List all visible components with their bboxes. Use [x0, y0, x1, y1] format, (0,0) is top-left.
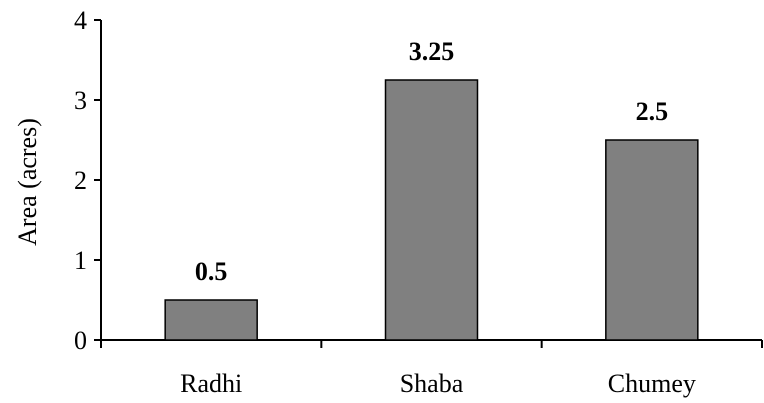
data-labels: 0.5 3.25 2.5	[195, 37, 668, 286]
y-tick-label: 4	[74, 6, 87, 35]
y-axis: 0 1 2 3 4	[74, 6, 102, 355]
y-tick-label: 0	[74, 326, 87, 355]
y-tick-label: 1	[74, 246, 87, 275]
y-tick-label: 2	[74, 166, 87, 195]
data-label: 0.5	[195, 257, 228, 286]
y-axis-title: Area (acres)	[13, 118, 42, 246]
x-axis: Radhi Shaba Chumey	[100, 339, 763, 398]
data-label: 2.5	[636, 97, 669, 126]
bar-radhi	[164, 299, 258, 341]
x-tick-label: Radhi	[180, 369, 242, 398]
x-tick-label: Chumey	[608, 369, 696, 398]
bar-shaba	[384, 79, 479, 341]
x-tick-label: Shaba	[400, 369, 464, 398]
bar-chumey	[605, 139, 699, 341]
bars	[164, 79, 699, 341]
data-label: 3.25	[409, 37, 455, 66]
y-tick-label: 3	[74, 86, 87, 115]
